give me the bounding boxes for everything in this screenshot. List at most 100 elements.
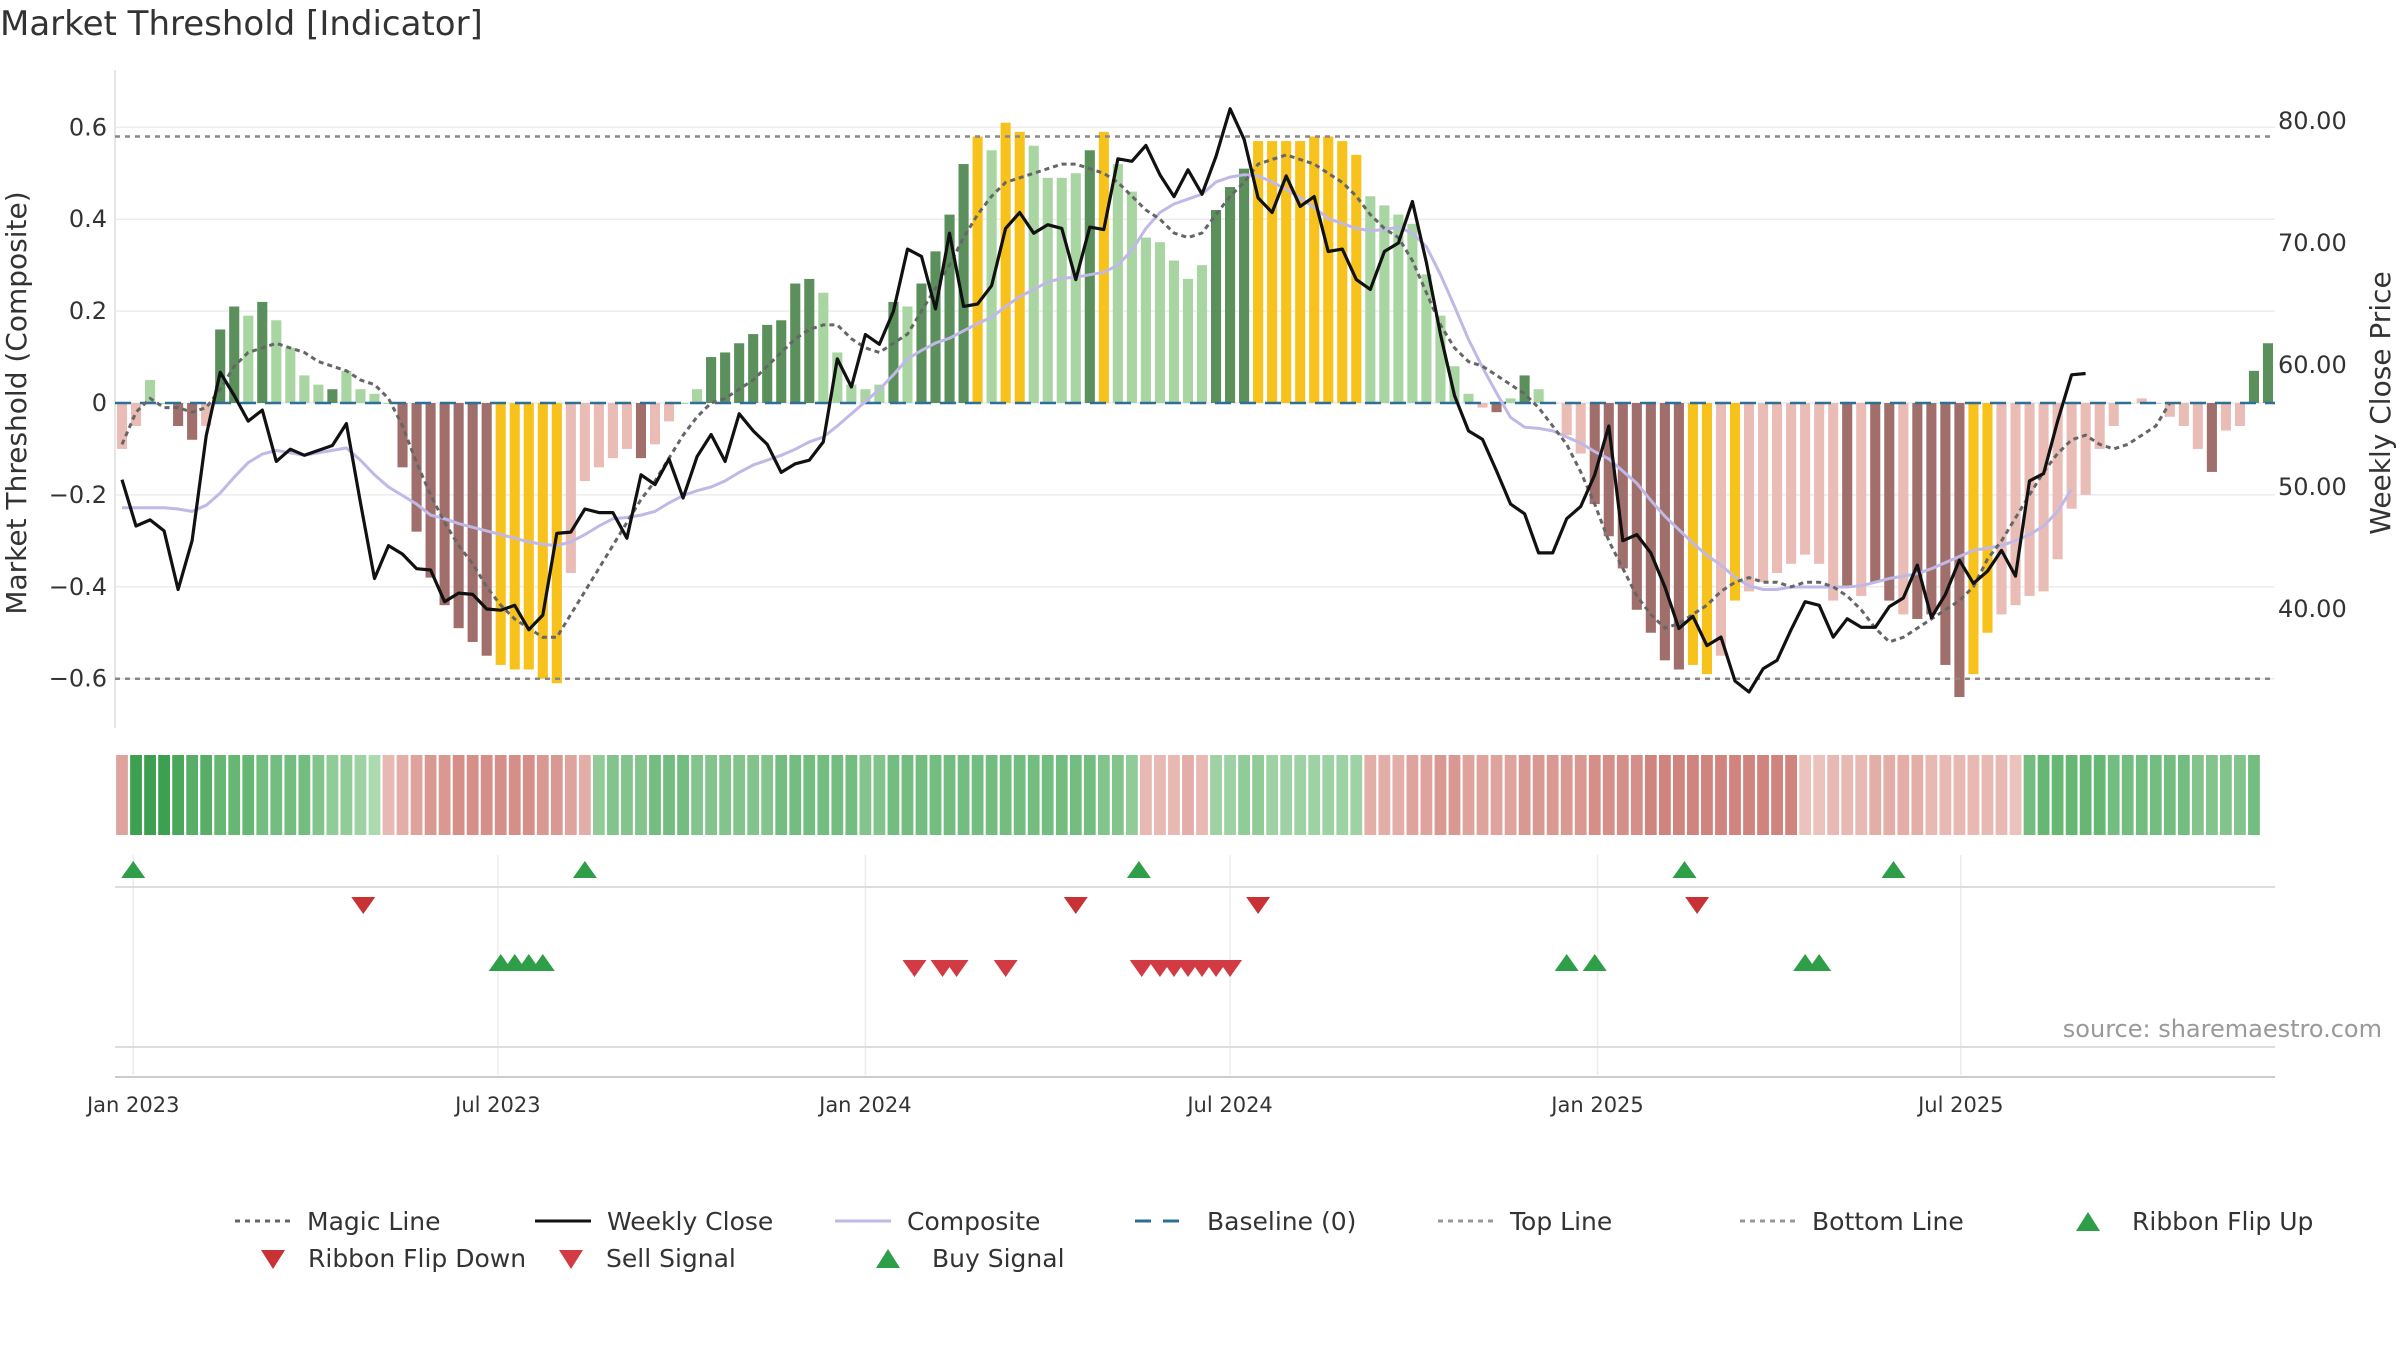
ribbon-cell — [1140, 755, 1152, 835]
ribbon-flip-down-marker — [351, 897, 376, 914]
ribbon-cell — [2135, 755, 2148, 835]
composite-bar — [523, 403, 534, 670]
composite-bar — [706, 357, 717, 403]
y-tick-label-left: 0 — [92, 389, 107, 417]
composite-bar — [439, 403, 450, 606]
ribbon-cell — [312, 755, 325, 835]
composite-bar — [874, 384, 885, 403]
ribbon-cell — [1939, 755, 1952, 835]
ribbon-cell — [1532, 755, 1545, 835]
legend-label: Ribbon Flip Down — [308, 1244, 526, 1273]
ribbon-cell — [354, 755, 367, 835]
ribbon-cell — [803, 755, 816, 835]
ribbon-cell — [775, 755, 788, 835]
ribbon-cell — [578, 755, 591, 835]
composite-bar — [1463, 393, 1474, 403]
composite-bar — [1800, 403, 1811, 555]
composite-bar — [1631, 403, 1642, 610]
ribbon-cell — [719, 755, 732, 835]
ribbon-cell — [1883, 755, 1896, 835]
ribbon-cell — [536, 755, 549, 835]
composite-bar — [1070, 173, 1081, 403]
composite-bar — [1589, 403, 1600, 505]
composite-bar — [762, 324, 773, 403]
ribbon-cell — [1182, 755, 1194, 835]
ribbon-cell — [1238, 755, 1250, 835]
composite-bar — [1912, 403, 1923, 619]
ribbon-cell — [1771, 755, 1783, 835]
composite-bar — [509, 403, 520, 670]
ribbon-cell — [1841, 755, 1854, 835]
composite-bar — [411, 403, 422, 532]
ribbon-cell — [1125, 755, 1138, 835]
ribbon-cell — [2248, 755, 2260, 835]
composite-bar — [2024, 403, 2035, 596]
ribbon-cell — [929, 755, 942, 835]
ribbon-cell — [1757, 755, 1769, 835]
legend-item: Sell Signal — [559, 1244, 736, 1273]
ribbon-cell — [2009, 755, 2022, 835]
composite-bar — [2052, 403, 2063, 560]
composite-bar — [1056, 177, 1067, 403]
composite-bar — [1323, 136, 1334, 404]
composite-bar — [776, 320, 787, 403]
composite-bar — [2080, 403, 2091, 495]
ribbon-cell — [1602, 755, 1615, 835]
legend-item: Buy Signal — [876, 1244, 1065, 1273]
composite-bar — [243, 315, 254, 403]
ribbon-cell — [957, 755, 970, 835]
ribbon-cell — [915, 755, 928, 835]
ribbon-cell — [677, 755, 689, 835]
legend-label: Top Line — [1509, 1207, 1612, 1236]
ribbon-cell — [999, 755, 1012, 835]
x-tick-label: Jan 2023 — [85, 1093, 180, 1117]
ribbon-cell — [2037, 755, 2050, 835]
composite-bar — [1491, 403, 1502, 413]
composite-bar — [1758, 403, 1769, 583]
ribbon-cell — [1069, 755, 1082, 835]
ribbon-cell — [1041, 755, 1054, 835]
composite-bar — [2136, 398, 2147, 403]
ribbon-cell — [1799, 755, 1812, 835]
composite-bar — [1028, 145, 1039, 403]
buy-signal-marker — [530, 954, 555, 971]
ribbon-cell — [1644, 755, 1657, 835]
ribbon-cell — [1434, 755, 1447, 835]
ribbon-cell — [410, 755, 423, 835]
ribbon-cell — [284, 755, 297, 835]
ribbon-cell — [1280, 755, 1293, 835]
ribbon-cell — [2191, 755, 2204, 835]
ribbon-cell — [256, 755, 269, 835]
composite-bar — [1239, 168, 1250, 403]
composite-bar — [313, 384, 324, 403]
composite-bar — [130, 403, 142, 426]
composite-bar — [215, 329, 226, 403]
composite-bar — [116, 403, 128, 449]
ribbon-cell — [1981, 755, 1994, 835]
composite-bar — [1098, 131, 1109, 403]
legend-label: Sell Signal — [606, 1244, 736, 1273]
composite-bar — [1267, 141, 1278, 403]
composite-bar — [1505, 398, 1516, 403]
ribbon-cell — [1308, 755, 1321, 835]
legend-swatch — [2076, 1212, 2100, 1231]
composite-bar — [1168, 260, 1180, 403]
ribbon-cell — [1462, 755, 1475, 835]
ribbon-cell — [466, 755, 479, 835]
composite-bar — [579, 403, 590, 482]
composite-bar — [1926, 403, 1937, 615]
sell-signal-marker — [902, 960, 927, 977]
ribbon-cell — [2023, 755, 2036, 835]
composite-bar — [1379, 205, 1390, 403]
composite-bar — [790, 283, 801, 403]
composite-bar — [1365, 196, 1376, 403]
composite-bar — [958, 164, 969, 403]
ribbon-cell — [1701, 755, 1713, 835]
composite-bar — [635, 403, 647, 459]
ribbon-cell — [1055, 755, 1068, 835]
ribbon-cell — [1574, 755, 1587, 835]
ribbon-cell — [382, 755, 395, 835]
ribbon-cell — [621, 755, 633, 835]
ribbon-cell — [1266, 755, 1279, 835]
ribbon-cell — [564, 755, 577, 835]
